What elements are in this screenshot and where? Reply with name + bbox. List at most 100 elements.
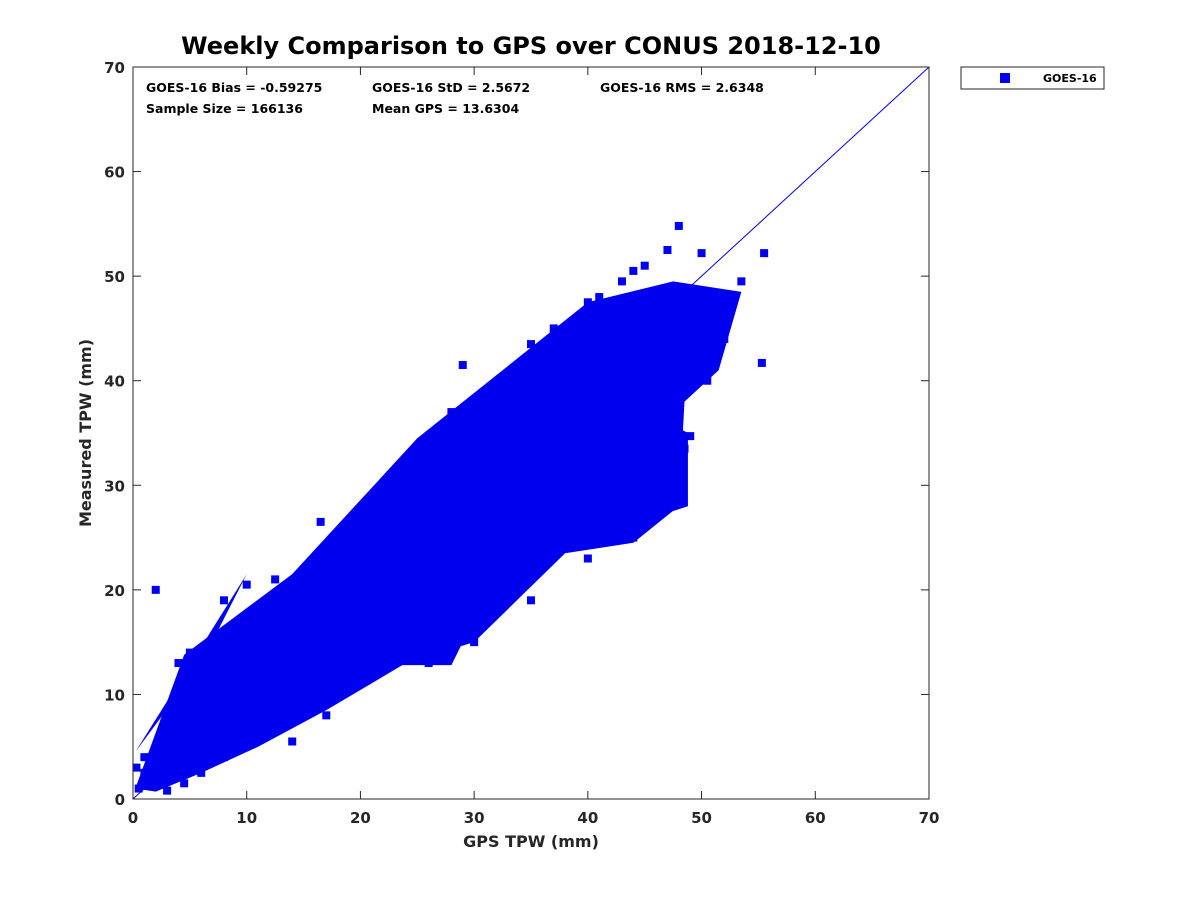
stat-sample-size: Sample Size = 166136 bbox=[146, 101, 303, 116]
data-point bbox=[458, 533, 467, 542]
data-point bbox=[168, 737, 177, 746]
data-point bbox=[197, 768, 206, 777]
data-point bbox=[527, 340, 535, 349]
data-point bbox=[163, 786, 172, 795]
data-point bbox=[214, 721, 223, 730]
data-point bbox=[481, 507, 490, 516]
point-cloud-band bbox=[135, 281, 742, 792]
data-point bbox=[271, 575, 280, 584]
data-point bbox=[180, 732, 189, 741]
data-point bbox=[322, 711, 331, 720]
data-point bbox=[424, 434, 433, 443]
stat-rms: GOES-16 RMS = 2.6348 bbox=[600, 80, 764, 95]
data-point bbox=[640, 366, 649, 375]
data-point bbox=[242, 732, 251, 741]
data-point bbox=[492, 449, 501, 458]
data-point bbox=[202, 711, 211, 720]
data-point bbox=[595, 408, 604, 417]
data-point bbox=[316, 517, 325, 526]
legend: GOES-16 bbox=[960, 66, 1105, 90]
data-point bbox=[595, 293, 604, 302]
data-point bbox=[362, 585, 371, 594]
data-point bbox=[180, 779, 189, 788]
data-point bbox=[663, 345, 672, 354]
data-point bbox=[527, 596, 535, 605]
legend-label: GOES-16 bbox=[1043, 72, 1097, 85]
data-point bbox=[652, 303, 661, 312]
data-point bbox=[504, 575, 513, 584]
data-point bbox=[424, 659, 433, 668]
data-point bbox=[219, 596, 228, 605]
x-tick-label: 20 bbox=[350, 809, 371, 827]
stat-bias: GOES-16 Bias = -0.59275 bbox=[146, 80, 322, 95]
data-point bbox=[549, 324, 558, 333]
data-point bbox=[242, 580, 251, 589]
data-point bbox=[163, 774, 172, 783]
data-point bbox=[504, 491, 513, 500]
data-point bbox=[583, 298, 592, 307]
data-point bbox=[635, 397, 644, 406]
data-point bbox=[418, 564, 427, 573]
data-point bbox=[697, 249, 706, 258]
data-point bbox=[430, 502, 439, 511]
x-tick-label: 40 bbox=[577, 809, 598, 827]
data-point bbox=[390, 544, 399, 553]
data-point bbox=[185, 753, 194, 762]
data-point bbox=[299, 627, 308, 636]
data-points bbox=[132, 221, 769, 795]
data-point bbox=[191, 742, 200, 751]
data-point bbox=[674, 392, 683, 401]
data-point bbox=[373, 554, 382, 563]
legend-marker bbox=[1000, 73, 1010, 83]
data-point bbox=[282, 664, 291, 673]
data-point bbox=[680, 444, 689, 453]
data-point bbox=[401, 580, 410, 589]
data-point bbox=[617, 277, 626, 286]
data-point bbox=[259, 679, 268, 688]
y-tick-label: 30 bbox=[104, 477, 125, 495]
data-point bbox=[561, 544, 570, 553]
legend-box bbox=[960, 66, 1105, 90]
y-tick-label: 20 bbox=[104, 582, 125, 600]
data-point bbox=[561, 387, 570, 396]
data-point bbox=[254, 617, 263, 626]
data-point bbox=[606, 502, 615, 511]
data-point bbox=[197, 664, 206, 673]
data-point bbox=[390, 659, 399, 668]
data-point bbox=[708, 350, 717, 359]
data-point bbox=[481, 601, 490, 610]
data-point bbox=[760, 249, 769, 258]
data-point bbox=[447, 408, 456, 417]
data-point bbox=[663, 246, 672, 254]
data-point bbox=[686, 432, 695, 441]
data-point bbox=[674, 221, 683, 230]
data-point bbox=[174, 763, 183, 772]
data-point bbox=[225, 721, 234, 730]
data-point bbox=[288, 669, 297, 678]
data-point bbox=[737, 277, 746, 286]
data-point bbox=[356, 575, 365, 584]
data-point bbox=[248, 674, 257, 683]
data-point bbox=[629, 533, 638, 542]
data-point bbox=[219, 700, 228, 709]
stat-std: GOES-16 StD = 2.5672 bbox=[372, 80, 530, 95]
x-tick-label: 70 bbox=[919, 809, 940, 827]
data-point bbox=[527, 476, 535, 485]
data-point bbox=[168, 763, 177, 772]
data-point bbox=[140, 753, 149, 762]
data-point bbox=[157, 753, 166, 762]
point-cloud bbox=[135, 281, 742, 792]
data-point bbox=[151, 585, 160, 594]
y-tick-label: 40 bbox=[104, 373, 125, 391]
data-point bbox=[757, 358, 766, 367]
chart-title: Weekly Comparison to GPS over CONUS 2018… bbox=[181, 32, 881, 60]
data-point bbox=[663, 423, 672, 432]
data-point bbox=[703, 376, 712, 385]
data-point bbox=[276, 643, 285, 652]
x-tick-label: 50 bbox=[691, 809, 712, 827]
data-point bbox=[231, 638, 240, 647]
data-point bbox=[583, 366, 592, 375]
data-point bbox=[288, 591, 297, 600]
data-point bbox=[413, 517, 422, 526]
